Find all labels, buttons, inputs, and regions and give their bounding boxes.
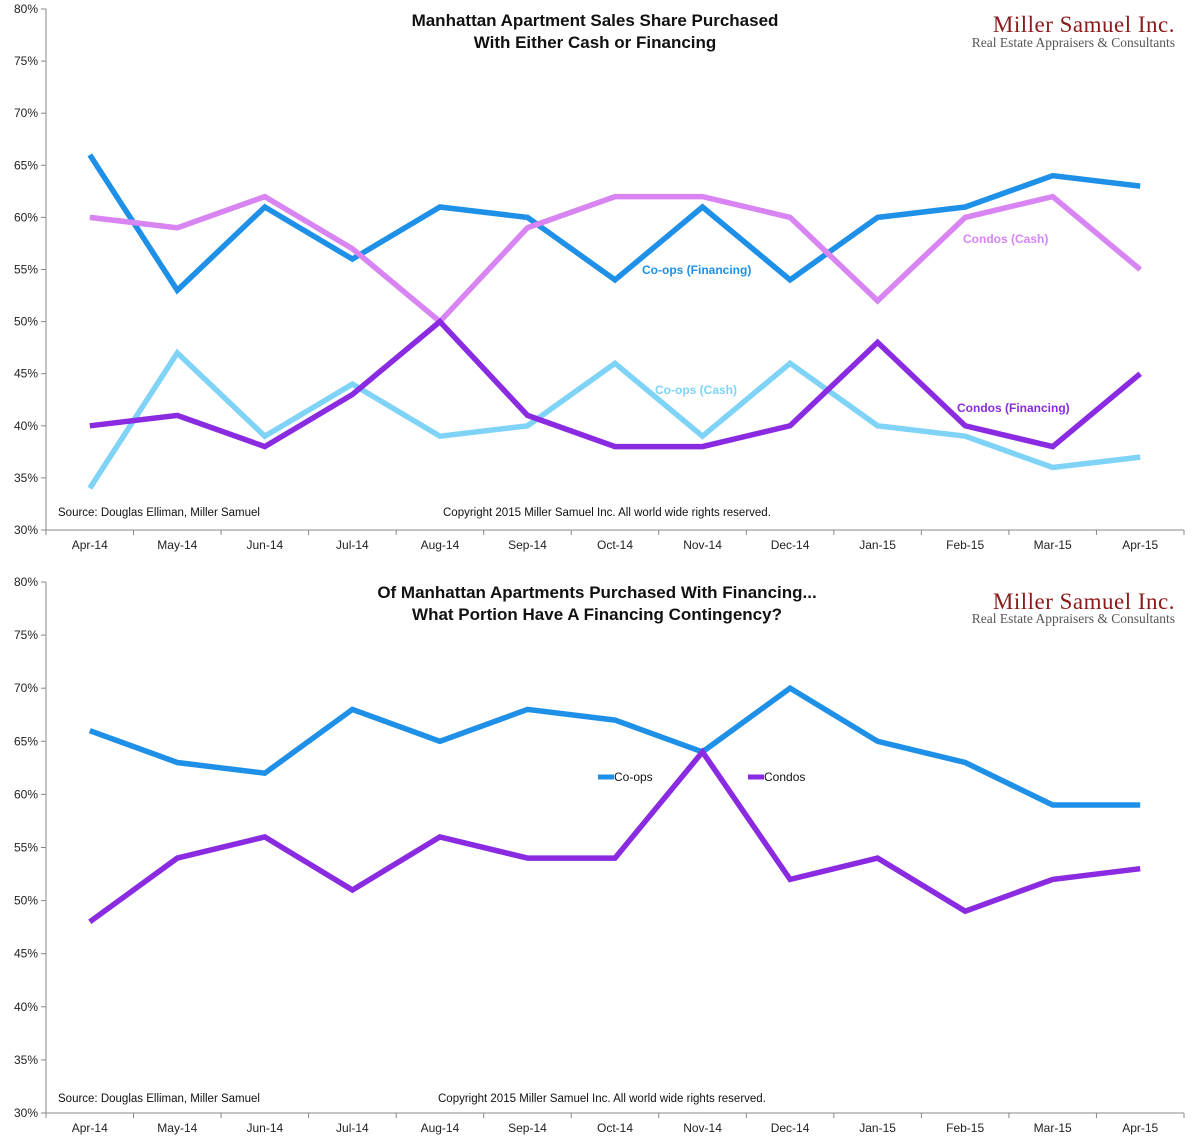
- legend-label: Co-ops: [614, 770, 653, 784]
- y-tick-label: 75%: [14, 628, 38, 642]
- y-tick-label: 65%: [14, 158, 38, 172]
- x-tick-label: Feb-15: [946, 538, 984, 552]
- brand-name: Miller Samuel Inc.: [993, 589, 1175, 614]
- x-tick-label: Jun-14: [246, 538, 283, 552]
- series-line-0: [88, 684, 1141, 808]
- chart-title-line: Of Manhattan Apartments Purchased With F…: [377, 583, 816, 602]
- y-tick-label: 65%: [14, 734, 38, 748]
- y-tick-label: 70%: [14, 106, 38, 120]
- x-tick-label: Apr-15: [1122, 1121, 1158, 1135]
- series-line-3: [89, 317, 1142, 450]
- legend-label: Condos: [764, 770, 805, 784]
- y-tick-label: 45%: [14, 367, 38, 381]
- brand-tagline: Real Estate Appraisers & Consultants: [972, 35, 1175, 50]
- series-line-1: [89, 193, 1142, 326]
- y-tick-label: 60%: [14, 210, 38, 224]
- y-tick-label: 60%: [14, 787, 38, 801]
- series-label: Co-ops (Cash): [655, 383, 737, 397]
- brand-tagline: Real Estate Appraisers & Consultants: [972, 611, 1175, 626]
- x-tick-label: Mar-15: [1034, 538, 1072, 552]
- x-tick-label: Apr-14: [72, 538, 108, 552]
- x-tick-label: Oct-14: [597, 538, 633, 552]
- x-tick-label: Apr-14: [72, 1121, 108, 1135]
- series-label: Condos (Financing): [957, 401, 1070, 415]
- x-tick-label: Oct-14: [597, 1121, 633, 1135]
- chart-title-line: What Portion Have A Financing Contingenc…: [412, 605, 782, 624]
- y-tick-label: 80%: [14, 575, 38, 589]
- x-tick-label: Aug-14: [421, 1121, 460, 1135]
- x-tick-label: Nov-14: [683, 1121, 722, 1135]
- y-tick-label: 55%: [14, 841, 38, 855]
- source-note: Source: Douglas Elliman, Miller Samuel: [58, 1093, 260, 1105]
- x-tick-label: Jan-15: [859, 538, 896, 552]
- y-tick-label: 35%: [14, 1053, 38, 1067]
- x-tick-label: Sep-14: [508, 1121, 547, 1135]
- x-tick-label: May-14: [157, 1121, 197, 1135]
- y-tick-label: 75%: [14, 54, 38, 68]
- series-line-1: [88, 747, 1141, 925]
- series-line-2: [87, 348, 1141, 490]
- chart-title-line: With Either Cash or Financing: [474, 33, 717, 52]
- y-tick-label: 50%: [14, 894, 38, 908]
- x-tick-label: Apr-15: [1122, 538, 1158, 552]
- y-tick-label: 30%: [14, 1106, 38, 1120]
- x-tick-label: Aug-14: [421, 538, 460, 552]
- y-tick-label: 50%: [14, 315, 38, 329]
- x-tick-label: Dec-14: [771, 1121, 810, 1135]
- y-tick-label: 80%: [14, 2, 38, 16]
- x-tick-label: May-14: [157, 538, 197, 552]
- y-tick-label: 70%: [14, 681, 38, 695]
- y-tick-label: 55%: [14, 263, 38, 277]
- x-tick-label: Nov-14: [683, 538, 722, 552]
- chart-title-line: Manhattan Apartment Sales Share Purchase…: [412, 11, 779, 30]
- series-line-0: [87, 153, 1141, 295]
- copyright-note: Copyright 2015 Miller Samuel Inc. All wo…: [443, 507, 771, 519]
- brand-name: Miller Samuel Inc.: [993, 12, 1175, 37]
- y-tick-label: 35%: [14, 471, 38, 485]
- y-tick-label: 40%: [14, 1000, 38, 1014]
- chart-financing-contingency: 30% 35% 40% 45% 50% 55% 60% 65% 70% 75% 80% Apr-14 M…: [14, 575, 1185, 1135]
- x-tick-label: Dec-14: [771, 538, 810, 552]
- chart-sales-share: 30% 35% 40% 45% 50% 55% 60% 65% 70% 75% 80% Apr-14 M…: [14, 2, 1185, 552]
- y-tick-label: 40%: [14, 419, 38, 433]
- x-tick-label: Jun-14: [246, 1121, 283, 1135]
- x-tick-label: Jul-14: [336, 1121, 369, 1135]
- y-tick-label: 45%: [14, 947, 38, 961]
- series-label: Co-ops (Financing): [642, 263, 751, 277]
- source-note: Source: Douglas Elliman, Miller Samuel: [58, 507, 260, 519]
- x-tick-label: Mar-15: [1034, 1121, 1072, 1135]
- x-tick-label: Jul-14: [336, 538, 369, 552]
- copyright-note: Copyright 2015 Miller Samuel Inc. All wo…: [438, 1093, 766, 1105]
- series-label: Condos (Cash): [963, 232, 1048, 246]
- y-tick-label: 30%: [14, 523, 38, 537]
- x-tick-label: Jan-15: [859, 1121, 896, 1135]
- x-tick-label: Feb-15: [946, 1121, 984, 1135]
- x-tick-label: Sep-14: [508, 538, 547, 552]
